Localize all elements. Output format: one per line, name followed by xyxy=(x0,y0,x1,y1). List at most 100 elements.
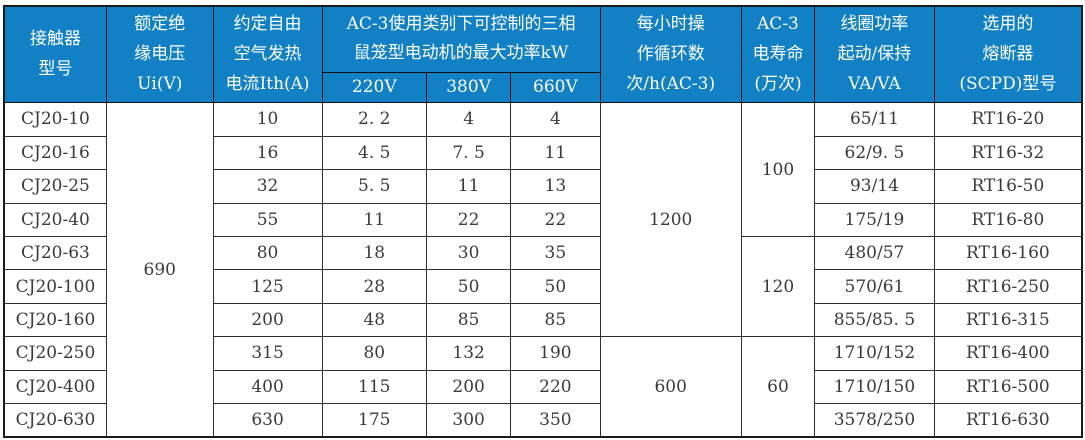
cell-power-660v: 35 xyxy=(510,235,601,271)
cell-power-660v: 22 xyxy=(510,202,601,237)
cell-power-220v: 18 xyxy=(321,235,428,271)
table-row: CJ20-63 80 18 30 35 120 480/57 RT16-160 xyxy=(3,235,1083,338)
header-coil-power: 线圈功率 起动/保持 VA/VA xyxy=(814,5,935,104)
cell-coil-power: 1710/152 xyxy=(814,336,935,371)
contactor-spec-table: 接触器 型号 额定绝 缘电压 Ui(V) 约定自由 空气发热 电流Ith(A) … xyxy=(3,5,1083,438)
cell-thermal-current: 400 xyxy=(212,369,323,405)
cell-thermal-current: 32 xyxy=(212,169,323,204)
cell-power-220v: 175 xyxy=(321,403,428,438)
header-ac3-power-group: AC-3使用类别下可控制的三相 鼠笼型电动机的最大功率kW xyxy=(321,5,601,73)
cell-electrical-life: 100 xyxy=(740,102,816,237)
cell-model: CJ20-100 xyxy=(3,269,107,304)
table-row: CJ20-100 125 28 50 50 570/61 RT16-250 xyxy=(3,269,1083,304)
cell-coil-power: 480/57 xyxy=(814,235,935,271)
cell-power-660v: 4 xyxy=(510,102,601,137)
cell-power-380v: 85 xyxy=(426,302,512,338)
cell-power-660v: 85 xyxy=(510,302,601,338)
cell-electrical-life: 120 xyxy=(740,235,816,338)
header-cycles-per-hour: 每小时操 作循环数 次/h(AC-3) xyxy=(599,5,742,104)
cell-fuse-type: RT16-315 xyxy=(933,302,1083,338)
header-voltage-220v: 220V xyxy=(321,71,428,104)
table-row: CJ20-400 400 115 200 220 1710/150 RT16-5… xyxy=(3,369,1083,405)
cell-power-660v: 11 xyxy=(510,135,601,171)
cell-fuse-type: RT16-50 xyxy=(933,169,1083,204)
cell-power-380v: 200 xyxy=(426,369,512,405)
header-voltage-380v: 380V xyxy=(426,71,512,104)
header-thermal-current: 约定自由 空气发热 电流Ith(A) xyxy=(212,5,323,104)
cell-model: CJ20-40 xyxy=(3,202,107,237)
cell-thermal-current: 10 xyxy=(212,102,323,137)
cell-power-220v: 4. 5 xyxy=(321,135,428,171)
header-voltage-660v: 660V xyxy=(510,71,601,104)
cell-power-380v: 7. 5 xyxy=(426,135,512,171)
cell-model: CJ20-25 xyxy=(3,169,107,204)
cell-fuse-type: RT16-20 xyxy=(933,102,1083,137)
cell-coil-power: 93/14 xyxy=(814,169,935,204)
cell-power-660v: 50 xyxy=(510,269,601,304)
cell-thermal-current: 55 xyxy=(212,202,323,237)
cell-power-220v: 5. 5 xyxy=(321,169,428,204)
cell-model: CJ20-250 xyxy=(3,336,107,371)
cell-fuse-type: RT16-630 xyxy=(933,403,1083,438)
table-row: CJ20-250 315 80 132 190 600 60 1710/152 … xyxy=(3,336,1083,438)
cell-thermal-current: 315 xyxy=(212,336,323,371)
cell-power-220v: 2. 2 xyxy=(321,102,428,137)
cell-model: CJ20-630 xyxy=(3,403,107,438)
cell-power-220v: 48 xyxy=(321,302,428,338)
cell-cycles-per-hour: 600 xyxy=(599,336,742,438)
cell-insulation-voltage: 690 xyxy=(105,102,214,438)
cell-power-380v: 4 xyxy=(426,102,512,137)
cell-power-220v: 11 xyxy=(321,202,428,237)
cell-coil-power: 570/61 xyxy=(814,269,935,304)
cell-fuse-type: RT16-250 xyxy=(933,269,1083,304)
cell-coil-power: 65/11 xyxy=(814,102,935,137)
cell-power-660v: 220 xyxy=(510,369,601,405)
cell-power-220v: 28 xyxy=(321,269,428,304)
cell-model: CJ20-63 xyxy=(3,235,107,271)
cell-coil-power: 62/9. 5 xyxy=(814,135,935,171)
cell-coil-power: 1710/150 xyxy=(814,369,935,405)
cell-power-380v: 30 xyxy=(426,235,512,271)
cell-power-660v: 190 xyxy=(510,336,601,371)
header-electrical-life: AC-3 电寿命 (万次) xyxy=(740,5,816,104)
cell-thermal-current: 16 xyxy=(212,135,323,171)
cell-coil-power: 855/85. 5 xyxy=(814,302,935,338)
header-insulation-voltage: 额定绝 缘电压 Ui(V) xyxy=(105,5,214,104)
cell-model: CJ20-400 xyxy=(3,369,107,405)
cell-fuse-type: RT16-160 xyxy=(933,235,1083,271)
cell-power-660v: 350 xyxy=(510,403,601,438)
cell-power-380v: 22 xyxy=(426,202,512,237)
cell-power-380v: 300 xyxy=(426,403,512,438)
cell-fuse-type: RT16-400 xyxy=(933,336,1083,371)
cell-power-220v: 80 xyxy=(321,336,428,371)
cell-thermal-current: 125 xyxy=(212,269,323,304)
cell-coil-power: 175/19 xyxy=(814,202,935,237)
table-row: CJ20-630 630 175 300 350 3578/250 RT16-6… xyxy=(3,403,1083,438)
cell-fuse-type: RT16-500 xyxy=(933,369,1083,405)
cell-model: CJ20-16 xyxy=(3,135,107,171)
cell-cycles-per-hour: 1200 xyxy=(599,102,742,338)
cell-power-220v: 115 xyxy=(321,369,428,405)
cell-fuse-type: RT16-32 xyxy=(933,135,1083,171)
cell-power-380v: 50 xyxy=(426,269,512,304)
cell-model: CJ20-160 xyxy=(3,302,107,338)
cell-model: CJ20-10 xyxy=(3,102,107,137)
table-row: CJ20-25 32 5. 5 11 13 93/14 RT16-50 xyxy=(3,169,1083,204)
cell-electrical-life: 60 xyxy=(740,336,816,438)
cell-coil-power: 3578/250 xyxy=(814,403,935,438)
table-row: CJ20-40 55 11 22 22 175/19 RT16-80 xyxy=(3,202,1083,237)
cell-power-660v: 13 xyxy=(510,169,601,204)
table-header: 接触器 型号 额定绝 缘电压 Ui(V) 约定自由 空气发热 电流Ith(A) … xyxy=(3,5,1083,104)
cell-thermal-current: 80 xyxy=(212,235,323,271)
table-body: CJ20-10 690 10 2. 2 4 4 1200 100 65/11 R… xyxy=(3,102,1083,438)
header-fuse-type: 选用的 熔断器 (SCPD)型号 xyxy=(933,5,1083,104)
cell-thermal-current: 200 xyxy=(212,302,323,338)
header-contactor-model: 接触器 型号 xyxy=(3,5,107,104)
cell-power-380v: 132 xyxy=(426,336,512,371)
cell-power-380v: 11 xyxy=(426,169,512,204)
cell-thermal-current: 630 xyxy=(212,403,323,438)
table-row: CJ20-10 690 10 2. 2 4 4 1200 100 65/11 R… xyxy=(3,102,1083,438)
table-row: CJ20-16 16 4. 5 7. 5 11 62/9. 5 RT16-32 xyxy=(3,135,1083,171)
cell-fuse-type: RT16-80 xyxy=(933,202,1083,237)
